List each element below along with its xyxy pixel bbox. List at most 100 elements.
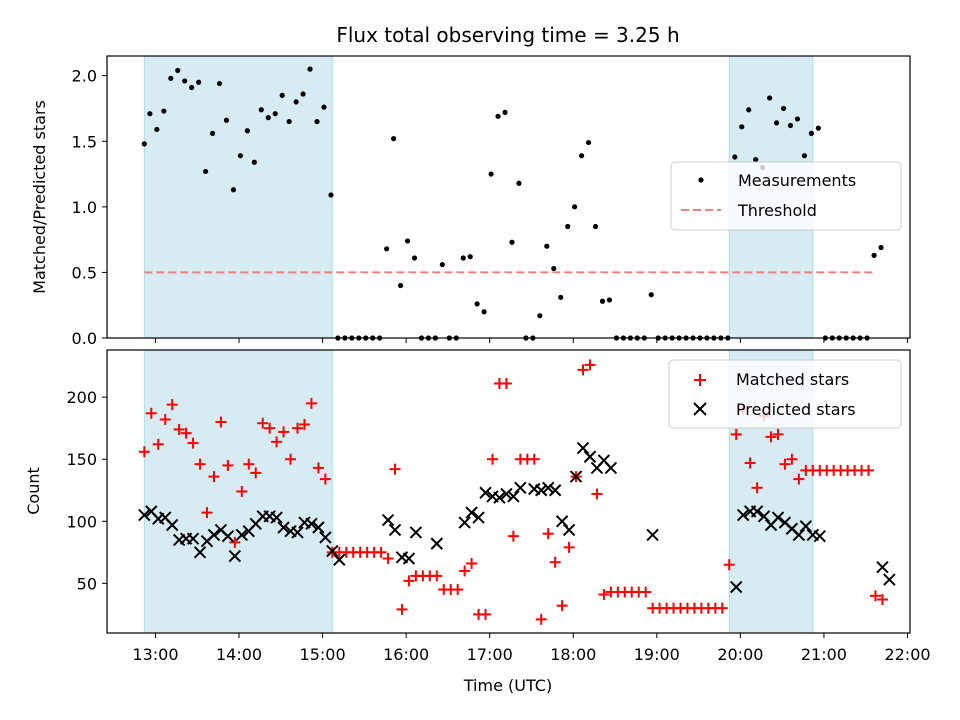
measurement-point [648,292,654,298]
predicted-star-point [555,515,569,528]
matched-star-point [452,584,464,596]
predicted-star-point [876,561,889,574]
measurement-point [599,298,606,304]
predicted-star-point [576,441,590,455]
matched-star-point [542,528,554,540]
measurement-point [606,297,613,303]
top-plot-frame [106,55,911,339]
predicted-star-point [771,511,785,524]
matched-star-point [528,453,540,465]
predicted-star-point [138,508,151,522]
measurement-point [767,95,773,101]
matched-star-point [229,536,241,548]
measurement-point [265,115,271,121]
x-tick-label: 14:00 [216,645,262,664]
predicted-star-point [207,528,221,542]
predicted-star-point [813,529,826,543]
matched-star-point [312,462,324,474]
matched-star-point [459,565,471,577]
measurement-point [175,67,181,74]
matched-star-point [215,416,227,428]
measurement-point [272,111,278,117]
measurement-point [551,265,557,272]
matched-star-point [584,359,596,371]
predicted-star-point [270,511,283,524]
matched-star-point [598,589,610,601]
predicted-star-point [305,517,318,530]
measurement-point [773,120,780,126]
predicted-star-point [799,520,813,533]
bottom-y-axis-ticks: 50 100 150 200 [66,388,107,593]
measurement-point [147,111,153,117]
measurement-point [585,139,592,146]
measurement-point [251,159,257,165]
bottom-y-tick-label: 100 [66,512,97,531]
matched-star-point [480,608,492,620]
predicted-star-point [221,529,235,543]
bottom-y-tick-label: 150 [66,450,97,469]
matched-star-point [403,575,415,587]
predicted-star-point [381,513,395,527]
measurement-point [753,157,759,163]
matched-star-point [292,422,304,434]
matched-star-point [577,364,589,376]
predicted-star-point [402,552,416,565]
measurement-point [780,105,787,112]
x-tick-label: 21:00 [801,645,847,664]
predicted-star-point [757,510,771,523]
measurement-point [182,78,188,84]
measurement-point [258,107,264,113]
matched-star-point [152,438,164,450]
predicted-star-point [541,481,555,494]
matched-star-point [187,437,199,449]
measurement-point [307,66,313,72]
matched-star-point [236,486,248,497]
top-y-axis-label: Matched/Predicted stars [30,100,49,294]
measurement-point [565,223,571,230]
bottom-legend: Matched stars Predicted stars [668,359,902,429]
predicted-star-point [186,532,200,545]
predicted-star-point [535,484,548,497]
measurement-point [502,109,508,115]
predicted-star-point [583,450,597,463]
matched-star-point [563,541,575,553]
measurement-point [237,153,244,159]
measurement-point [739,124,745,130]
x-tick-label: 16:00 [383,645,429,664]
measurement-point [223,117,230,123]
measurement-point [439,261,445,268]
legend-matched-label: Matched stars [736,370,849,389]
predicted-stars-points [138,441,896,594]
predicted-star-point [604,461,618,475]
x-tick-label: 17:00 [467,645,513,664]
matched-star-point [159,414,171,426]
measurement-point [202,168,209,175]
matched-star-point [389,463,401,475]
top-y-tick-label: 2.0 [72,67,97,86]
predicted-star-point [569,470,583,483]
top-y-tick-label: 0.5 [72,263,97,282]
matched-star-point [466,557,478,569]
predicted-star-point [312,521,325,534]
predicted-star-point [388,523,402,537]
matched-star-point [486,453,498,465]
matched-star-point [396,603,408,615]
matched-star-point [640,586,652,598]
matched-star-point [173,423,185,435]
measurement-point [537,313,543,319]
matched-star-point [319,473,331,485]
predicted-star-point [507,490,520,503]
measurement-point [391,136,397,142]
predicted-star-point [883,573,896,586]
matched-star-point [208,471,220,483]
measurement-point [230,187,237,193]
measurement-point [871,252,877,258]
matched-star-point [250,467,262,479]
matched-star-point [716,602,728,614]
predicted-star-point [750,505,764,518]
predicted-star-point [235,528,249,542]
measurement-point [474,301,480,307]
measurement-point [488,171,494,177]
measurement-point [216,80,223,87]
predicted-star-point [646,528,659,542]
